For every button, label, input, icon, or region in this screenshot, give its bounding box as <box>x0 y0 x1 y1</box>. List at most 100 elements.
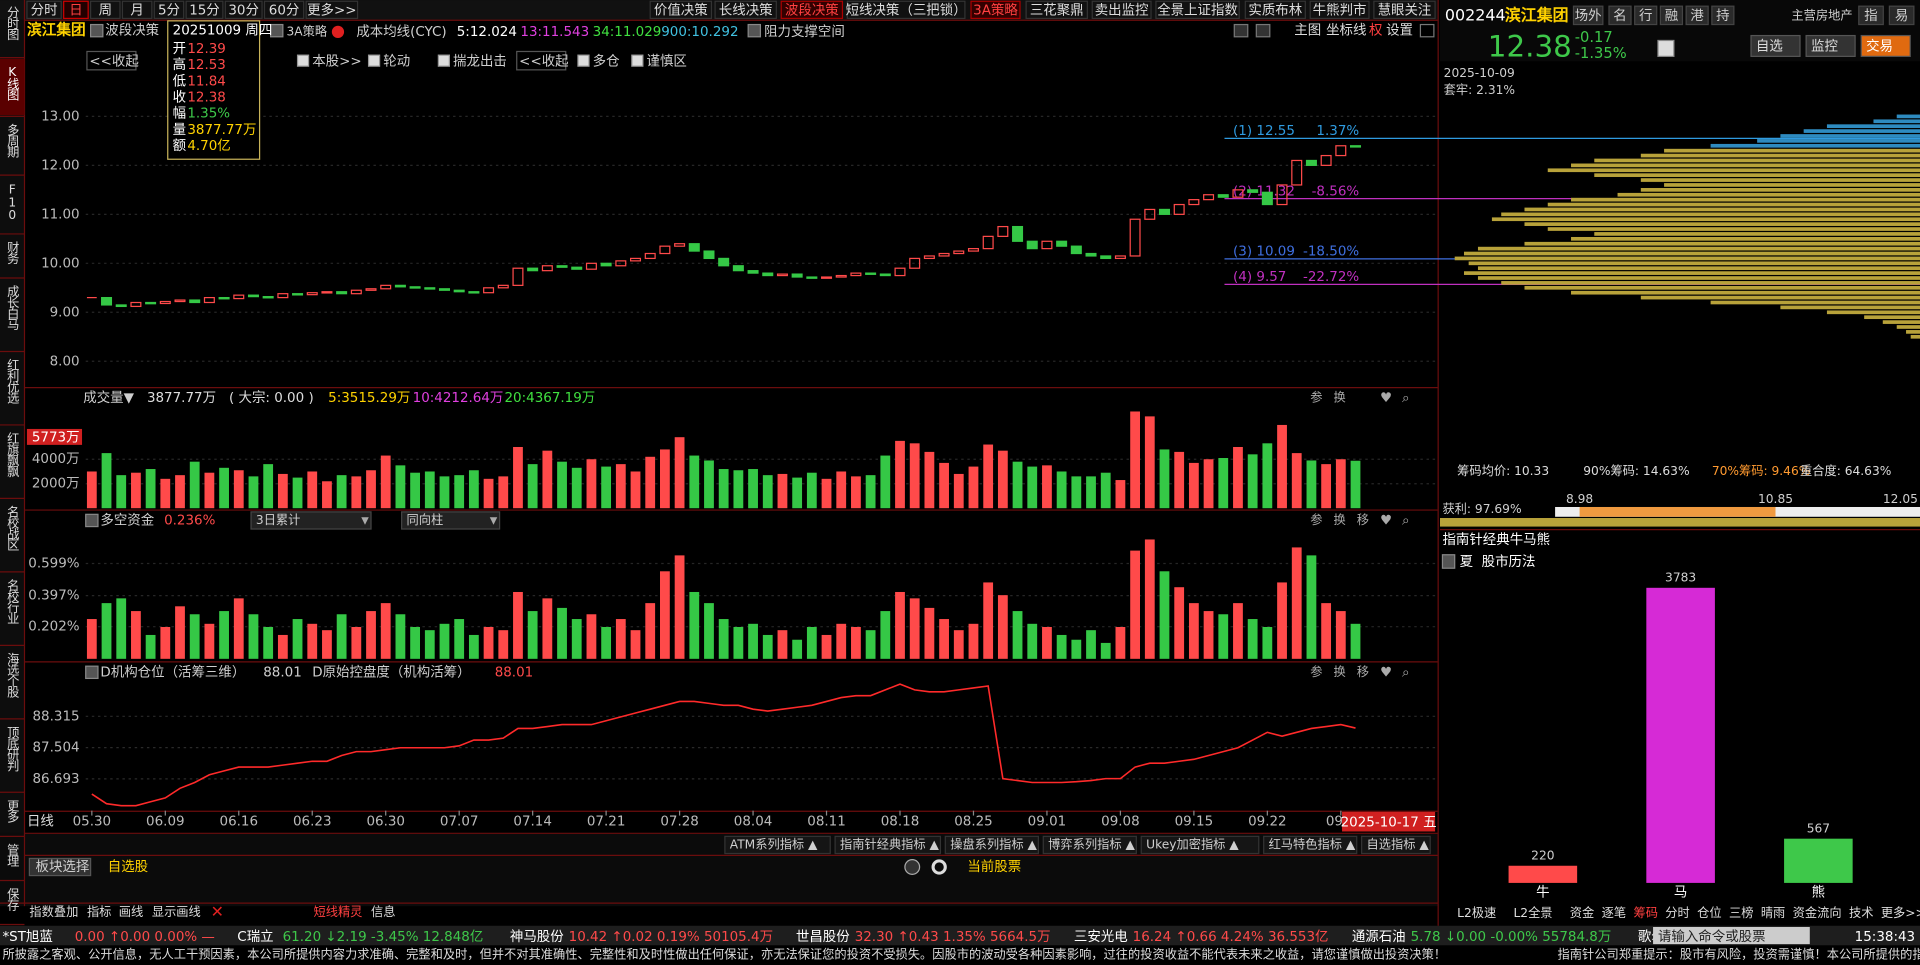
sidebar-item[interactable]: K线图 <box>5 65 19 101</box>
panel-tool[interactable]: 参 <box>1310 390 1322 405</box>
checkbox[interactable] <box>577 54 590 67</box>
strategy-tab[interactable] <box>970 0 1021 20</box>
button[interactable] <box>1888 5 1915 26</box>
quote-button[interactable]: 场外 <box>1575 8 1602 24</box>
toggle-label[interactable]: 揣龙出击 <box>453 53 507 69</box>
block-name[interactable]: 自选股 <box>108 859 148 875</box>
period-tab-label[interactable]: 分时 <box>31 2 58 18</box>
period-tab[interactable] <box>26 0 62 20</box>
period-tab[interactable] <box>185 0 224 20</box>
checkbox[interactable] <box>367 54 381 67</box>
panel-tool[interactable]: 移 <box>1357 665 1369 679</box>
indicator-tab[interactable] <box>1263 835 1358 855</box>
panel-icon[interactable]: ♥ <box>1380 391 1392 406</box>
side-button[interactable]: 易 <box>1895 9 1908 24</box>
quote-button[interactable]: 行 <box>1639 8 1652 24</box>
action-button[interactable]: 自选 <box>1756 39 1783 55</box>
indicator-tab-label[interactable]: 指南针经典指标 ▲ <box>840 836 940 851</box>
quote-button[interactable]: 融 <box>1665 8 1678 24</box>
checkbox[interactable] <box>296 54 310 67</box>
button[interactable] <box>1860 34 1911 57</box>
indicator-tab[interactable] <box>1361 835 1431 855</box>
toggle-label[interactable]: 本股>> <box>312 53 361 69</box>
sidebar-item[interactable]: 顶底研判 <box>5 726 19 772</box>
strategy-tab-label[interactable]: 长线决策 <box>719 1 773 18</box>
toggle-label[interactable]: 谨慎区 <box>647 53 687 69</box>
command-input[interactable]: 请输入命令或股票 <box>1658 928 1766 945</box>
button[interactable] <box>1711 5 1735 26</box>
sidebar-item[interactable]: 红利优选 <box>5 358 19 405</box>
help-icon[interactable] <box>85 513 99 528</box>
help-icon[interactable] <box>90 23 104 38</box>
sidebar-item[interactable]: 海选个股 <box>5 651 19 698</box>
tool[interactable]: 指数叠加 <box>29 904 78 919</box>
button[interactable] <box>1805 34 1856 57</box>
indicator-tab[interactable] <box>1140 835 1260 855</box>
strategy-tab[interactable] <box>1373 0 1436 20</box>
strategy-tab-label[interactable]: 牛熊判市 <box>1313 1 1367 18</box>
toggle-label[interactable]: 轮动 <box>383 53 410 69</box>
chart-tool[interactable]: 权 <box>1369 22 1383 39</box>
toggle-label[interactable]: 多仓 <box>593 52 620 69</box>
indicator-tab-label[interactable]: 红马特色指标 ▲ <box>1269 836 1356 851</box>
button[interactable] <box>1750 34 1801 57</box>
strategy-tab-label[interactable]: 价值决策 <box>654 1 708 18</box>
strategy-tab-label[interactable]: 波段决策 <box>785 1 839 18</box>
strategy-tab[interactable] <box>1155 0 1240 20</box>
period-tab[interactable] <box>263 0 305 20</box>
button[interactable] <box>1608 5 1632 26</box>
tool[interactable]: 画线 <box>119 905 143 919</box>
period-tab-label[interactable]: 5分 <box>158 2 180 18</box>
sidebar-item[interactable]: 名校战区 <box>5 505 19 551</box>
checkbox[interactable] <box>437 54 450 67</box>
sidebar-item[interactable]: F10 <box>5 183 19 221</box>
indicator-tab[interactable] <box>834 835 942 855</box>
chart-tool[interactable]: 坐标线 <box>1326 23 1366 39</box>
strategy-tab[interactable] <box>846 0 966 20</box>
help-icon[interactable] <box>1441 554 1456 569</box>
strategy-tab-label[interactable]: 慧眼关注 <box>1378 2 1432 18</box>
right-tab[interactable]: 仓位 <box>1697 905 1721 920</box>
zoom-button[interactable] <box>1255 23 1271 38</box>
right-tab[interactable]: 分时 <box>1665 906 1689 920</box>
panel-icon[interactable]: ♥ <box>1380 665 1392 680</box>
indicator-tab-label[interactable]: Ukey加密指标 ▲ <box>1146 836 1239 851</box>
sidebar-item[interactable]: 更多 <box>5 800 19 824</box>
strategy-tab[interactable] <box>1025 0 1088 20</box>
right-tab[interactable]: 三榜 <box>1729 905 1753 920</box>
quote-button[interactable]: 港 <box>1690 8 1704 24</box>
strategy-tab-label[interactable]: 卖出监控 <box>1095 2 1149 18</box>
panel-tool[interactable]: 移 <box>1357 513 1369 527</box>
period-tab[interactable] <box>305 0 359 20</box>
strategy-tab[interactable] <box>1244 0 1306 20</box>
button[interactable] <box>1858 5 1884 26</box>
period-tab-label[interactable]: 30分 <box>228 2 259 18</box>
strategy-tab[interactable] <box>780 0 844 20</box>
strategy-tab[interactable] <box>714 0 777 20</box>
right-tab[interactable]: 晴雨 <box>1761 906 1785 920</box>
right-tab[interactable]: 筹码 <box>1633 906 1657 920</box>
chart-tool[interactable]: 设置 <box>1386 23 1413 39</box>
side-button[interactable]: 指 <box>1864 8 1877 24</box>
toggle-label[interactable]: <<收起 <box>519 53 569 69</box>
chart-tool[interactable]: 主图 <box>1294 23 1321 39</box>
collapse-button[interactable] <box>86 50 137 71</box>
indicator-tab-label[interactable]: 自选指标 ▲ <box>1367 836 1430 851</box>
collapse-button[interactable] <box>516 50 567 71</box>
indicator-tab-label[interactable]: ATM系列指标 ▲ <box>730 836 818 851</box>
help-icon[interactable] <box>270 23 284 38</box>
right-tab[interactable]: 逐笔 <box>1602 905 1626 920</box>
select-label[interactable]: 3日累计 <box>256 513 301 527</box>
panel-icon[interactable]: ♥ <box>1380 513 1392 528</box>
panel-icon[interactable]: ⌕ <box>1402 391 1410 406</box>
select[interactable] <box>250 511 372 530</box>
strategy-tab-label[interactable]: 实质布林 <box>1248 2 1302 18</box>
help-icon[interactable] <box>85 665 99 680</box>
right-tab[interactable]: L2极速 <box>1457 906 1496 920</box>
strategy-tab-label[interactable]: 短线决策（三把锁） <box>846 1 967 18</box>
period-tab[interactable] <box>90 0 121 20</box>
period-tab[interactable] <box>224 0 263 20</box>
right-tab[interactable]: L2全景 <box>1513 905 1552 920</box>
period-tab[interactable] <box>153 0 185 20</box>
button[interactable] <box>1659 5 1684 26</box>
